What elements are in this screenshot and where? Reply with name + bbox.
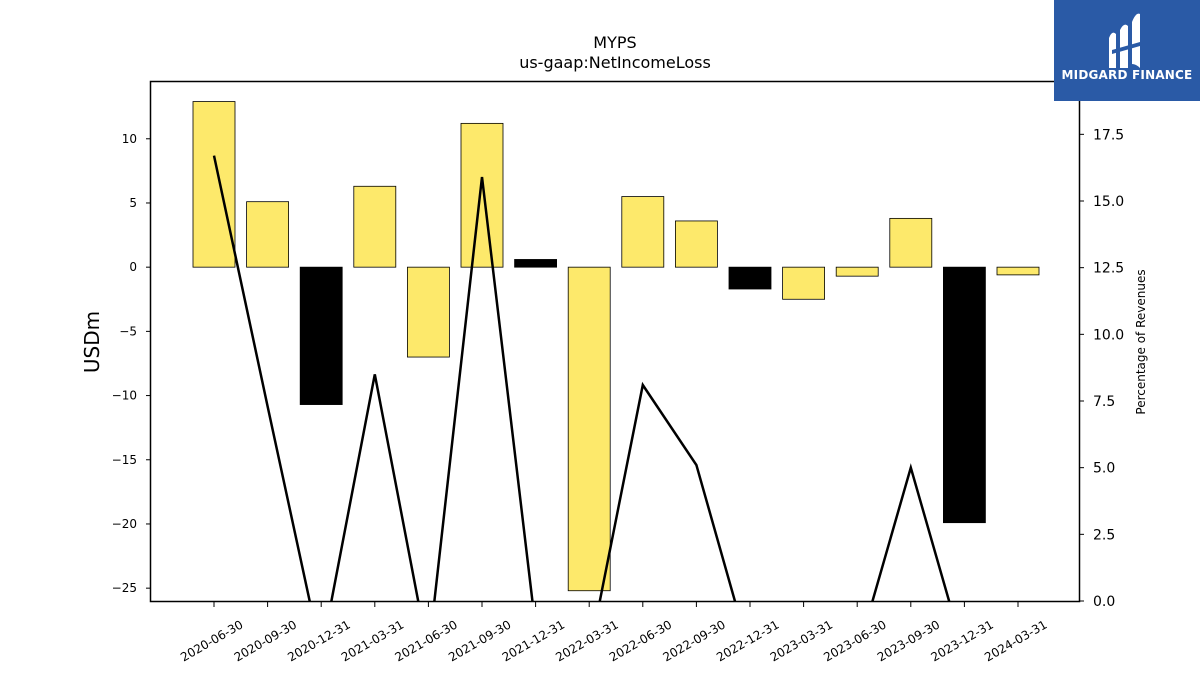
bar	[567, 266, 611, 592]
brand-logo: MIDGARD FINANCE	[1054, 0, 1200, 101]
bar	[460, 122, 504, 268]
y-tick-label: 10	[122, 132, 137, 146]
y2-tick-label: 10.0	[1093, 327, 1124, 343]
y-tick-label: 5	[129, 196, 137, 210]
bar	[675, 220, 718, 268]
y2-axis-label: Percentage of Revenues	[1134, 269, 1148, 414]
y-tick-label: −15	[112, 453, 137, 467]
bar	[353, 185, 397, 268]
bar	[299, 266, 343, 405]
bar	[835, 266, 879, 277]
y-tick-label: −5	[119, 324, 137, 338]
y2-tick-label: 7.5	[1093, 394, 1115, 410]
bar	[943, 266, 986, 524]
y-tick-label: 0	[129, 260, 137, 274]
bar	[192, 101, 236, 268]
y-ticks: −25 −20 −15 −10 −5 0 5 10	[112, 132, 151, 595]
y-tick-label: −25	[112, 581, 137, 595]
logo-text: MIDGARD FINANCE	[1061, 68, 1193, 82]
bar	[514, 259, 557, 268]
logo-mark-icon	[1109, 13, 1140, 69]
y2-tick-label: 5.0	[1093, 461, 1115, 477]
y-tick-label: −20	[112, 517, 137, 531]
chart-subtitle: us-gaap:NetIncomeLoss	[519, 53, 711, 72]
y2-tick-label: 0.0	[1093, 594, 1115, 610]
chart-title: MYPS	[593, 33, 636, 52]
bar	[406, 266, 450, 358]
bars-group	[192, 101, 1040, 592]
bar	[996, 266, 1040, 276]
x-ticks: 2020-06-302020-09-302020-12-312021-03-31…	[178, 601, 1050, 664]
bar	[782, 266, 825, 300]
bar	[621, 196, 665, 268]
bar	[246, 201, 290, 268]
line-group	[212, 155, 951, 601]
y2-tick-label: 2.5	[1093, 527, 1115, 543]
y2-tick-label: 15.0	[1093, 194, 1124, 210]
y-axis-label: USDm	[80, 311, 104, 373]
y2-tick-label: 12.5	[1093, 261, 1124, 277]
y2-ticks: 0.0 2.5 5.0 7.5 10.0 12.5 15.0 17.5	[1079, 127, 1124, 610]
bar	[728, 266, 772, 290]
y2-tick-label: 17.5	[1093, 127, 1124, 143]
y-tick-label: −10	[112, 389, 137, 403]
plot-frame	[149, 80, 1081, 603]
percentage-line	[212, 155, 951, 601]
bar	[889, 217, 933, 268]
